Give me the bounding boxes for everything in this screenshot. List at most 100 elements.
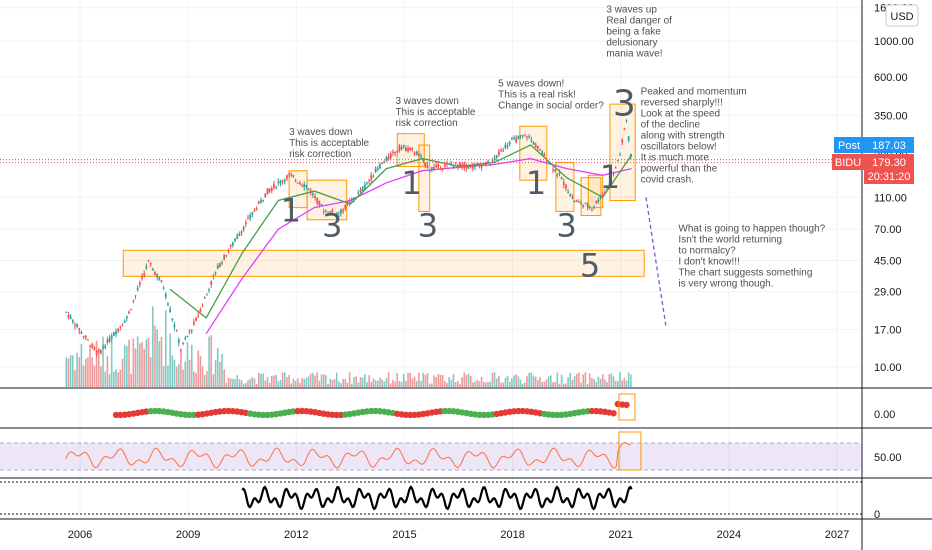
volume-bar	[491, 372, 494, 387]
oscillator-dot	[623, 401, 630, 409]
y-tick-label: 110.00	[874, 192, 907, 204]
candle-body	[141, 276, 143, 279]
candle-body	[171, 318, 174, 320]
candle-body	[238, 234, 241, 237]
volume-bar	[123, 344, 126, 387]
volume-bar	[279, 379, 282, 387]
volume-bar	[351, 383, 353, 387]
annotation: 3 waves up Real danger of being a fake delu…	[606, 4, 672, 59]
candle-body	[500, 149, 502, 152]
volume-bar	[169, 333, 171, 387]
moving-average-line	[205, 157, 632, 335]
candle-body	[562, 181, 565, 186]
volume-bar	[91, 357, 94, 387]
volume-bar	[260, 373, 262, 387]
candle-body	[156, 274, 159, 278]
candle-body	[374, 168, 377, 173]
volume-bar	[472, 382, 474, 387]
x-tick-label: 2006	[68, 529, 92, 541]
candle-body	[154, 272, 156, 275]
volume-bar	[258, 372, 260, 387]
volume-bar	[139, 343, 141, 387]
candle-body	[515, 137, 518, 143]
candle-body	[205, 293, 208, 295]
last-price-tag: BIDU 179.30 20:31:20	[832, 154, 914, 184]
volume-bar	[519, 379, 522, 387]
candle-body	[560, 177, 563, 180]
candle-body	[415, 151, 418, 156]
candle-body	[465, 166, 468, 169]
currency-button[interactable]: USD	[885, 4, 919, 27]
volume-bar	[521, 383, 524, 387]
volume-bar	[623, 377, 626, 387]
volume-bar	[299, 383, 301, 387]
candle-body	[305, 185, 308, 187]
volume-bar	[511, 378, 513, 387]
volume-bar	[214, 360, 217, 387]
volume-bar	[344, 379, 347, 387]
candle-body	[331, 210, 334, 212]
volume-bar	[558, 383, 561, 387]
volume-bar	[411, 378, 414, 387]
candle-body	[340, 208, 342, 214]
volume-bar	[281, 372, 284, 387]
volume-bar	[407, 372, 409, 387]
candle-body	[311, 193, 314, 196]
volume-bar	[552, 382, 554, 387]
volume-bar	[554, 382, 556, 387]
volume-bar	[134, 348, 137, 387]
candle-body	[528, 136, 531, 138]
volume-bar	[87, 356, 89, 387]
candle-body	[307, 188, 310, 190]
volume-bar	[273, 375, 275, 387]
volume-bar	[305, 377, 308, 387]
volume-bar	[452, 374, 455, 387]
volume-bar	[184, 361, 187, 387]
volume-bar	[498, 375, 500, 387]
volume-bar	[431, 383, 433, 387]
volume-bars	[65, 306, 632, 387]
candle-body	[299, 182, 301, 185]
candle-body	[225, 255, 228, 257]
volume-bar	[617, 380, 619, 387]
candle-body	[448, 163, 451, 165]
volume-bar	[474, 381, 476, 387]
candle-body	[78, 328, 81, 331]
candle-body	[108, 337, 111, 342]
volume-bar	[229, 378, 232, 387]
volume-bar	[363, 374, 366, 387]
volume-bar	[454, 382, 457, 387]
volume-bar	[504, 377, 507, 387]
volume-bar	[177, 363, 180, 387]
wave-label: 1	[526, 164, 546, 202]
volume-bar	[392, 379, 394, 387]
candle-body	[322, 211, 325, 213]
volume-bar	[515, 374, 518, 387]
candle-body	[182, 342, 185, 344]
volume-bar	[420, 381, 422, 387]
candle-body	[547, 162, 550, 164]
candle-body	[450, 164, 453, 166]
volume-bar	[206, 371, 208, 387]
candle-body	[221, 262, 223, 264]
candle-body	[580, 202, 582, 205]
volume-bar	[225, 382, 228, 387]
volume-bar	[316, 372, 319, 387]
osc3-tick: 0	[874, 509, 880, 521]
candle-body	[342, 209, 345, 212]
volume-bar	[387, 372, 390, 387]
y-tick-label: 1000.00	[874, 36, 914, 48]
volume-bar	[82, 365, 85, 387]
volume-bar	[292, 378, 295, 387]
volume-bar	[80, 344, 83, 387]
candle-body	[392, 151, 394, 153]
candle-body	[136, 287, 139, 291]
candle-body	[128, 311, 130, 314]
x-tick-label: 2009	[176, 529, 200, 541]
candle-body	[437, 164, 440, 168]
volume-bar	[450, 379, 453, 387]
volume-bar	[190, 344, 193, 387]
volume-bar	[578, 372, 580, 387]
